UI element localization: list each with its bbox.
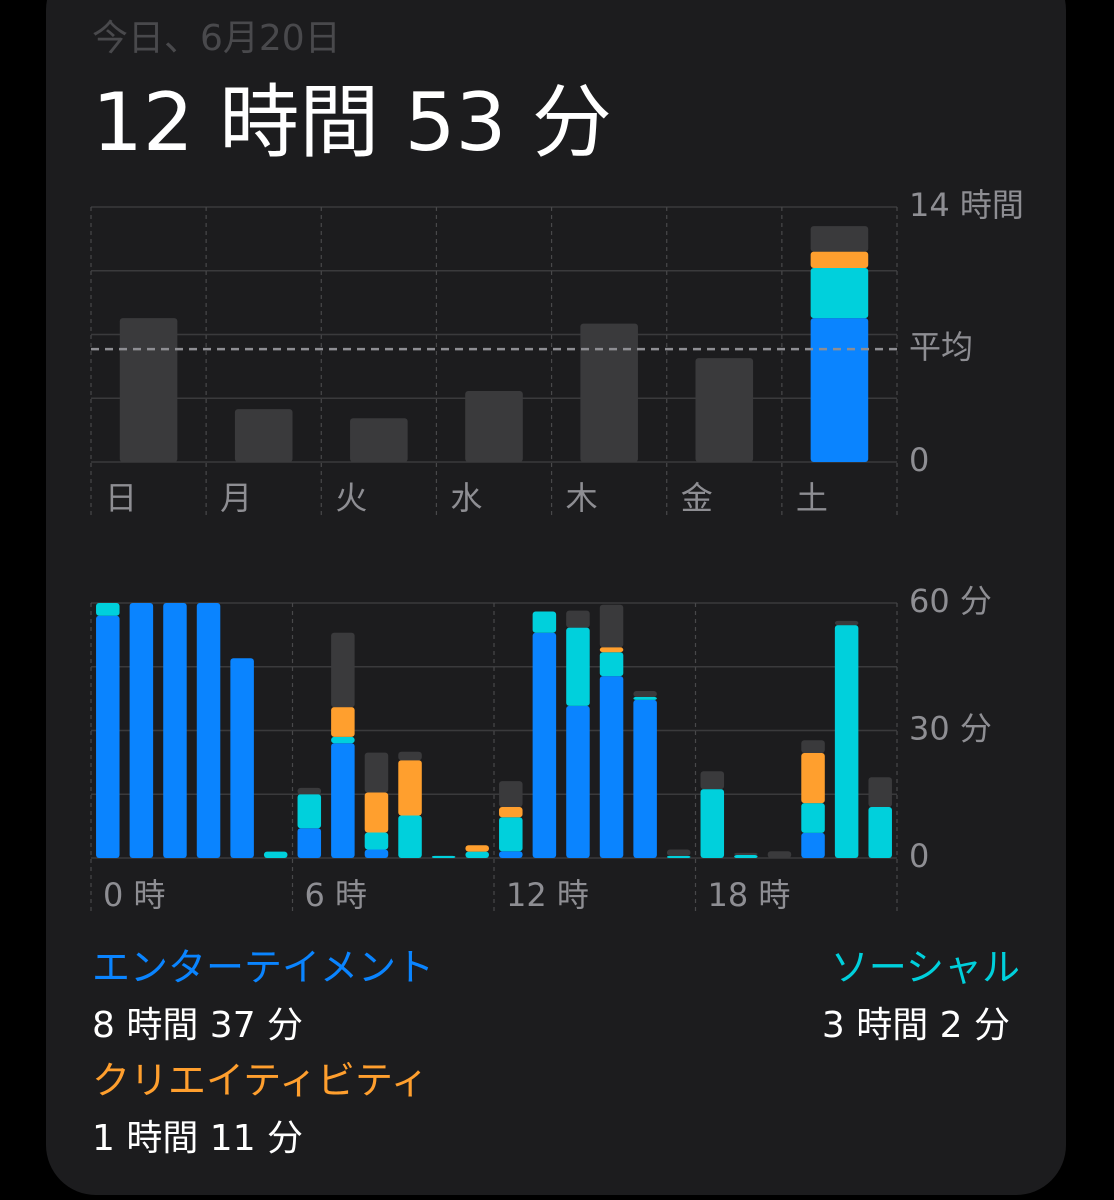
x-tick-label: 0 時 (103, 876, 166, 914)
x-tick-label: 木 (566, 479, 598, 517)
bar-segment (331, 736, 355, 744)
bar-segment (499, 851, 523, 858)
bar-segment (566, 705, 590, 858)
bar-segment (532, 632, 557, 858)
bar-segment (599, 652, 624, 677)
legend-total: 8 時間 37 分 (92, 1005, 303, 1046)
y-tick-label: 0 (909, 837, 929, 875)
x-tick-label: 水 (450, 479, 482, 517)
y-tick-label: 0 (909, 441, 929, 479)
bar-segment (633, 699, 657, 858)
bar-segment (297, 787, 322, 795)
bar-segment (96, 603, 120, 616)
y-tick-label: 30 分 (909, 710, 992, 748)
bar-segment (119, 318, 178, 462)
bar-segment (398, 760, 422, 816)
bar-segment (810, 268, 869, 319)
bar-segment (196, 603, 221, 858)
x-tick-label: 月 (220, 479, 252, 517)
bar-segment (566, 627, 590, 706)
bar-segment (734, 852, 758, 856)
bar-segment (364, 752, 389, 793)
bar-segment (695, 358, 754, 462)
bar-segment (499, 817, 523, 852)
bar-segment (499, 807, 523, 818)
x-tick-label: 12 時 (506, 876, 589, 914)
bar-segment (465, 845, 489, 852)
bar-segment (230, 658, 254, 858)
legend-total: 1 時間 11 分 (92, 1118, 303, 1159)
bar-segment (868, 807, 892, 858)
bar-segment (350, 418, 408, 462)
legend-total: 3 時間 2 分 (822, 1005, 1010, 1046)
bar-segment (801, 753, 825, 804)
legend-name: クリエイティビティ (92, 1059, 429, 1103)
y-tick-label: 60 分 (909, 582, 992, 620)
bar-segment (700, 789, 725, 858)
bar-segment (599, 647, 624, 653)
bar-segment (163, 603, 187, 858)
bar-segment (465, 851, 489, 858)
bar-segment (633, 696, 657, 700)
bar-segment (580, 323, 638, 462)
bar-segment (499, 781, 523, 807)
date: 今日、6月20日 (92, 18, 341, 59)
x-tick-label: 土 (796, 479, 828, 517)
bar-segment (700, 771, 725, 790)
bar-segment (734, 855, 758, 858)
bar-segment (801, 740, 825, 754)
bar-segment (364, 792, 389, 833)
bar-segment (801, 803, 825, 833)
x-tick-label: 金 (681, 479, 713, 517)
bar-segment (398, 815, 422, 858)
bar-segment (331, 743, 355, 858)
y-tick-label: 14 時間 (909, 186, 1024, 224)
bar-segment (810, 226, 869, 252)
bar-segment (868, 777, 892, 807)
bar-segment (599, 676, 624, 858)
bar-segment (364, 849, 389, 858)
x-tick-label: 日 (105, 479, 137, 517)
x-tick-label: 6 時 (305, 876, 368, 914)
bar-segment (263, 851, 288, 858)
bar-segment (633, 690, 657, 697)
bar-segment (96, 615, 120, 858)
bar-segment (234, 409, 293, 462)
x-tick-label: 火 (335, 479, 367, 517)
bar-segment (331, 707, 355, 737)
bar-segment (666, 855, 691, 858)
bar-segment (297, 794, 322, 829)
bar-segment (599, 604, 624, 648)
bar-segment (666, 849, 691, 856)
bar-segment (364, 832, 389, 850)
bar-segment (431, 855, 456, 858)
legend-name: ソーシャル (831, 946, 1020, 990)
bar-segment (129, 603, 154, 858)
bar-segment (834, 620, 859, 626)
bar-segment (566, 610, 590, 628)
bar-segment (297, 828, 322, 858)
bar-segment (331, 632, 355, 708)
bar-segment (810, 318, 869, 462)
legend-name: エンターテイメント (92, 946, 434, 990)
x-tick-label: 18 時 (708, 876, 791, 914)
total-time: 12 時間 53 分 (92, 76, 612, 169)
bar-segment (398, 751, 422, 761)
average-label: 平均 (909, 328, 973, 366)
bar-segment (767, 851, 792, 858)
bar-segment (810, 251, 869, 269)
bar-segment (801, 832, 825, 858)
bar-segment (834, 625, 859, 858)
bar-segment (465, 390, 523, 462)
bar-segment (532, 611, 557, 633)
